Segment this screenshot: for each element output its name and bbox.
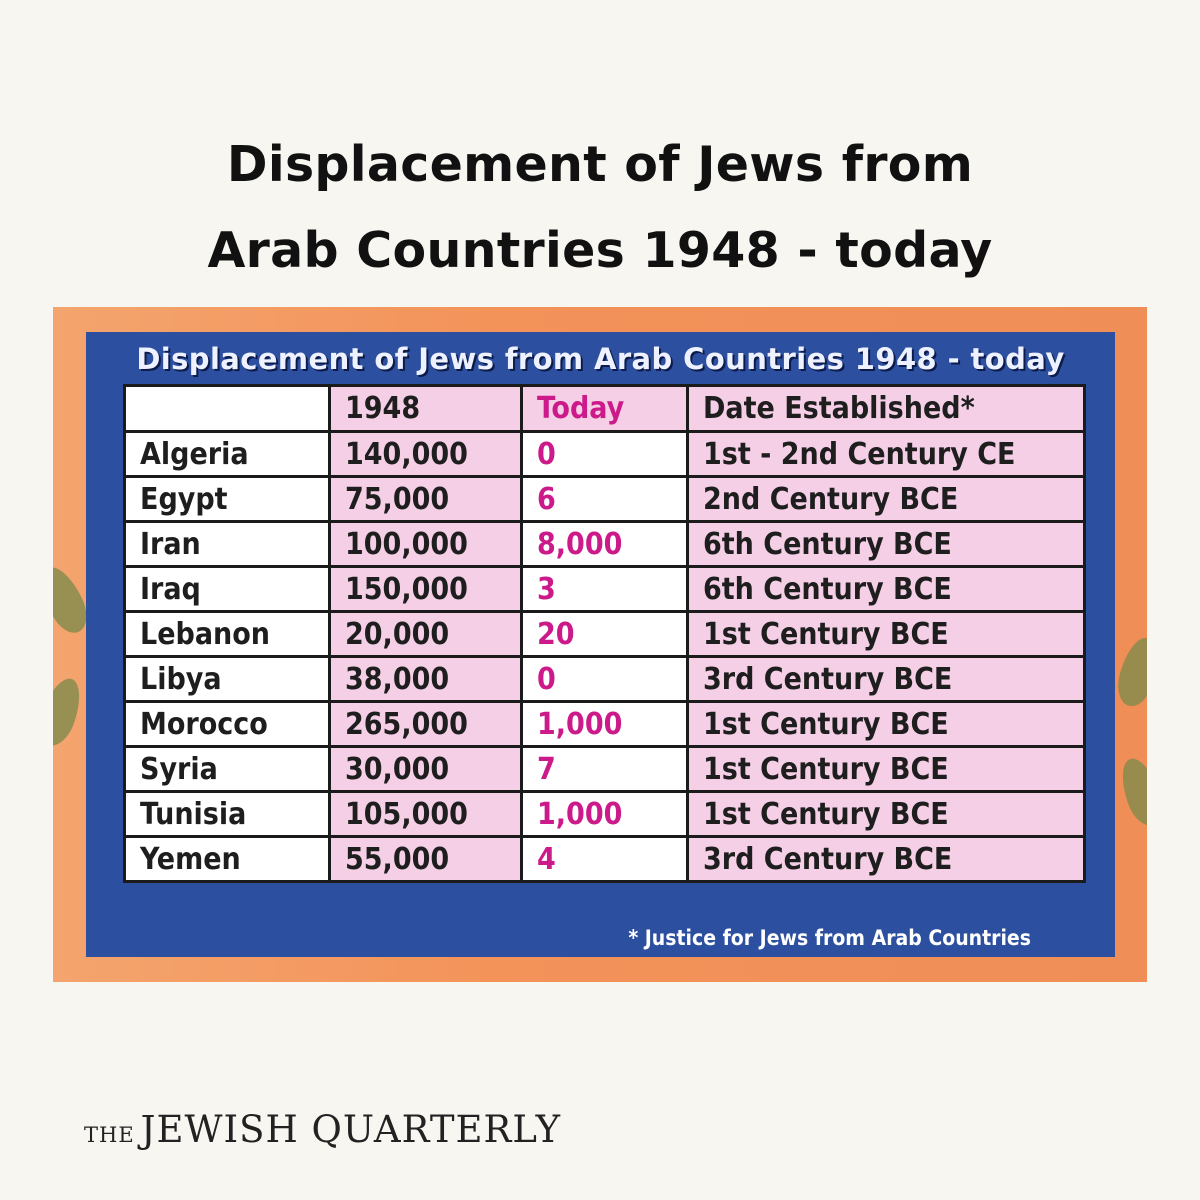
leaf-decoration: [53, 673, 88, 751]
country-cell: Libya: [123, 655, 331, 703]
footnote: * Justice for Jews from Arab Countries: [628, 926, 1031, 950]
date-established-cell: 1st - 2nd Century CE: [686, 430, 1086, 478]
population-1948-cell: 55,000: [328, 835, 523, 883]
displacement-table: 1948 Today Date Established* Algeria 140,…: [123, 384, 1086, 883]
table-row: Morocco 265,000 1,000 1st Century BCE: [123, 700, 1086, 748]
population-1948-cell: 105,000: [328, 790, 523, 838]
table-body: Algeria 140,000 0 1st - 2nd Century CE Egypt…: [123, 430, 1086, 883]
brand-logo: THE JEWISH QUARTERLY: [84, 1108, 561, 1151]
brand-prefix: THE: [84, 1123, 135, 1147]
header-1948: 1948: [328, 384, 523, 433]
population-1948-cell: 265,000: [328, 700, 523, 748]
table-row: Yemen 55,000 4 3rd Century BCE: [123, 835, 1086, 883]
population-today-cell: 3: [520, 565, 689, 613]
table-panel: Displacement of Jews from Arab Countries…: [86, 332, 1115, 957]
table-row: Iraq 150,000 3 6th Century BCE: [123, 565, 1086, 613]
date-established-cell: 6th Century BCE: [686, 565, 1086, 613]
country-cell: Tunisia: [123, 790, 331, 838]
table-row: Tunisia 105,000 1,000 1st Century BCE: [123, 790, 1086, 838]
country-cell: Egypt: [123, 475, 331, 523]
population-today-cell: 4: [520, 835, 689, 883]
population-today-cell: 0: [520, 430, 689, 478]
header-today: Today: [520, 384, 689, 433]
page-title-line-2: Arab Countries 1948 - today: [207, 222, 993, 279]
table-row: Egypt 75,000 6 2nd Century BCE: [123, 475, 1086, 523]
country-cell: Iran: [123, 520, 331, 568]
population-today-cell: 1,000: [520, 790, 689, 838]
population-1948-cell: 75,000: [328, 475, 523, 523]
panel-title: Displacement of Jews from Arab Countries…: [136, 342, 1065, 376]
population-today-cell: 20: [520, 610, 689, 658]
population-1948-cell: 140,000: [328, 430, 523, 478]
date-established-cell: 1st Century BCE: [686, 700, 1086, 748]
header-country: [123, 384, 331, 433]
country-cell: Iraq: [123, 565, 331, 613]
table-header-row: 1948 Today Date Established*: [123, 384, 1086, 433]
population-1948-cell: 20,000: [328, 610, 523, 658]
table-row: Algeria 140,000 0 1st - 2nd Century CE: [123, 430, 1086, 478]
leaf-decoration: [1114, 753, 1147, 831]
country-cell: Yemen: [123, 835, 331, 883]
table-row: Libya 38,000 0 3rd Century BCE: [123, 655, 1086, 703]
date-established-cell: 1st Century BCE: [686, 745, 1086, 793]
table-row: Lebanon 20,000 20 1st Century BCE: [123, 610, 1086, 658]
date-established-cell: 3rd Century BCE: [686, 655, 1086, 703]
page-title: Displacement of Jews from Arab Countries…: [0, 122, 1200, 294]
population-today-cell: 8,000: [520, 520, 689, 568]
population-1948-cell: 38,000: [328, 655, 523, 703]
date-established-cell: 1st Century BCE: [686, 610, 1086, 658]
country-cell: Morocco: [123, 700, 331, 748]
leaf-decoration: [1112, 633, 1147, 711]
population-today-cell: 6: [520, 475, 689, 523]
population-today-cell: 7: [520, 745, 689, 793]
page-title-line-1: Displacement of Jews from: [226, 136, 974, 193]
table-card: Displacement of Jews from Arab Countries…: [53, 307, 1147, 982]
brand-name: JEWISH QUARTERLY: [140, 1108, 562, 1151]
date-established-cell: 2nd Century BCE: [686, 475, 1086, 523]
header-date-established: Date Established*: [686, 384, 1086, 433]
date-established-cell: 1st Century BCE: [686, 790, 1086, 838]
date-established-cell: 3rd Century BCE: [686, 835, 1086, 883]
population-1948-cell: 30,000: [328, 745, 523, 793]
population-1948-cell: 100,000: [328, 520, 523, 568]
country-cell: Algeria: [123, 430, 331, 478]
table-row: Iran 100,000 8,000 6th Century BCE: [123, 520, 1086, 568]
table-row: Syria 30,000 7 1st Century BCE: [123, 745, 1086, 793]
country-cell: Syria: [123, 745, 331, 793]
population-1948-cell: 150,000: [328, 565, 523, 613]
population-today-cell: 1,000: [520, 700, 689, 748]
country-cell: Lebanon: [123, 610, 331, 658]
date-established-cell: 6th Century BCE: [686, 520, 1086, 568]
population-today-cell: 0: [520, 655, 689, 703]
